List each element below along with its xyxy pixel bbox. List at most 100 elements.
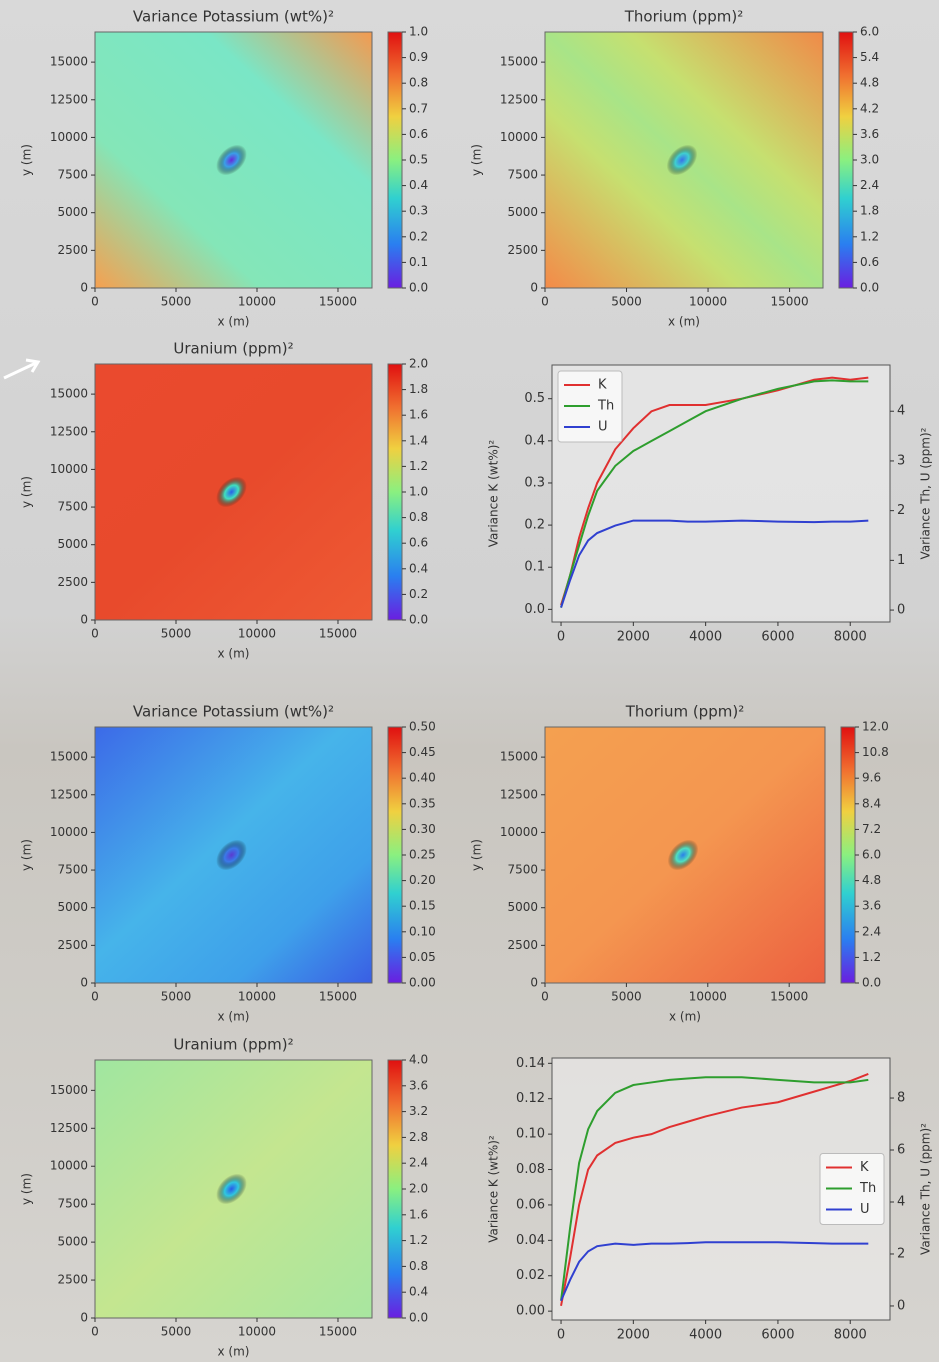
y-tick-label: 10000 xyxy=(50,825,88,839)
x-tick-label: 0 xyxy=(91,627,99,641)
y2-tick-label: 0 xyxy=(897,603,905,618)
colorbar-tick-label: 0.4 xyxy=(409,1285,428,1299)
y2-tick-label: 8 xyxy=(897,1091,905,1106)
colorbar-tick-label: 0.10 xyxy=(409,924,436,938)
colorbar-tick-label: 0.9 xyxy=(409,50,428,64)
y-axis-label: y (m) xyxy=(20,1173,34,1205)
y-tick-label: 15000 xyxy=(50,750,88,764)
colorbar-tick-label: 1.4 xyxy=(409,433,428,447)
x-tick-label: 4000 xyxy=(689,630,722,645)
legend-label: K xyxy=(598,378,607,393)
colorbar-tick-label: 12.0 xyxy=(862,720,889,734)
colorbar xyxy=(387,363,403,621)
y-tick-label: 5000 xyxy=(57,1235,88,1249)
x-tick-label: 8000 xyxy=(834,1328,867,1343)
y-axis-label: Variance K (wt%)² xyxy=(487,1135,501,1243)
y-tick-label: 10000 xyxy=(50,1159,88,1173)
x-axis-label: x (m) xyxy=(218,315,250,329)
y-tick-label: 0.08 xyxy=(516,1162,545,1177)
colorbar-tick-label: 2.0 xyxy=(409,357,428,371)
y-tick-label: 7500 xyxy=(507,168,538,182)
colorbar-tick-label: 4.0 xyxy=(409,1053,428,1067)
x-tick-label: 10000 xyxy=(238,990,276,1004)
x-tick-label: 0 xyxy=(91,990,99,1004)
y-tick-label: 5000 xyxy=(507,205,538,219)
y-tick-label: 7500 xyxy=(57,168,88,182)
y-axis-label: y (m) xyxy=(470,144,484,176)
colorbar-tick-label: 4.8 xyxy=(862,873,881,887)
line-series xyxy=(560,1072,869,1307)
colorbar-tick-label: 1.0 xyxy=(409,485,428,499)
y-tick-label: 10000 xyxy=(500,130,538,144)
x-tick-label: 10000 xyxy=(238,627,276,641)
colorbar-tick-label: 0.00 xyxy=(409,976,436,990)
x-tick-label: 15000 xyxy=(319,627,357,641)
y-tick-label: 0 xyxy=(80,976,88,990)
y2-axis-label: Variance Th, U (ppm)² xyxy=(919,427,933,559)
colorbar-tick-label: 0.8 xyxy=(409,1259,428,1273)
x-tick-label: 0 xyxy=(541,990,549,1004)
y-axis-label: y (m) xyxy=(20,839,34,871)
colorbar xyxy=(838,31,854,289)
y-tick-label: 2500 xyxy=(57,575,88,589)
y2-tick-label: 4 xyxy=(897,404,905,419)
heatmap-center xyxy=(216,1173,247,1205)
x-tick-label: 2000 xyxy=(617,630,650,645)
colorbar-tick-label: 0.6 xyxy=(860,255,879,269)
y-tick-label: 0.3 xyxy=(524,475,545,490)
x-tick-label: 4000 xyxy=(689,1328,722,1343)
x-tick-label: 5000 xyxy=(611,990,642,1004)
x-tick-label: 15000 xyxy=(770,990,808,1004)
y-tick-label: 15000 xyxy=(50,1083,88,1097)
x-tick-label: 0 xyxy=(541,295,549,309)
y-tick-label: 2500 xyxy=(57,938,88,952)
colorbar-tick-label: 0.4 xyxy=(409,561,428,575)
legend-label: Th xyxy=(859,1181,876,1196)
line-series xyxy=(560,376,869,606)
y-tick-label: 2500 xyxy=(507,243,538,257)
colorbar-tick-label: 0.8 xyxy=(409,510,428,524)
colorbar-tick-label: 0.15 xyxy=(409,899,436,913)
colorbar-tick-label: 0.0 xyxy=(862,976,881,990)
x-axis-label: x (m) xyxy=(669,1010,701,1024)
chart-title: Variance Potassium (wt%)² xyxy=(133,8,334,26)
colorbar-tick-label: 3.2 xyxy=(409,1104,428,1118)
chart-title: Uranium (ppm)² xyxy=(173,1036,293,1054)
line-series xyxy=(560,1241,869,1302)
y-axis-label: y (m) xyxy=(470,839,484,871)
y2-tick-label: 0 xyxy=(897,1298,905,1313)
heatmap-center xyxy=(216,476,247,508)
colorbar-tick-label: 2.0 xyxy=(409,1182,428,1196)
y-tick-label: 7500 xyxy=(57,500,88,514)
y-tick-label: 2500 xyxy=(57,1273,88,1287)
x-tick-label: 15000 xyxy=(770,295,808,309)
y-tick-label: 0 xyxy=(80,613,88,627)
y-tick-label: 12500 xyxy=(50,787,88,801)
y-tick-label: 12500 xyxy=(50,424,88,438)
x-tick-label: 0 xyxy=(557,1328,565,1343)
y-tick-label: 5000 xyxy=(507,900,538,914)
x-tick-label: 0 xyxy=(91,1325,99,1339)
colorbar-tick-label: 0.1 xyxy=(409,255,428,269)
y-tick-label: 12500 xyxy=(50,92,88,106)
x-tick-label: 15000 xyxy=(319,990,357,1004)
y-tick-label: 0.5 xyxy=(524,391,545,406)
x-tick-label: 0 xyxy=(557,630,565,645)
colorbar xyxy=(387,726,403,984)
colorbar-tick-label: 0.0 xyxy=(860,281,879,295)
y2-tick-label: 2 xyxy=(897,503,905,518)
x-tick-label: 6000 xyxy=(761,630,794,645)
colorbar-tick-label: 3.6 xyxy=(862,899,881,913)
y-tick-label: 0.14 xyxy=(516,1056,545,1071)
y-tick-label: 7500 xyxy=(507,863,538,877)
x-axis-label: x (m) xyxy=(218,1010,250,1024)
chart-title: Uranium (ppm)² xyxy=(173,340,293,358)
y-tick-label: 0 xyxy=(80,1311,88,1325)
colorbar-tick-label: 0.2 xyxy=(409,587,428,601)
y-axis-label: y (m) xyxy=(20,144,34,176)
x-tick-label: 10000 xyxy=(689,990,727,1004)
x-tick-label: 5000 xyxy=(161,295,192,309)
legend-label: K xyxy=(860,1160,869,1175)
y-tick-label: 10000 xyxy=(50,462,88,476)
y-tick-label: 7500 xyxy=(57,1197,88,1211)
